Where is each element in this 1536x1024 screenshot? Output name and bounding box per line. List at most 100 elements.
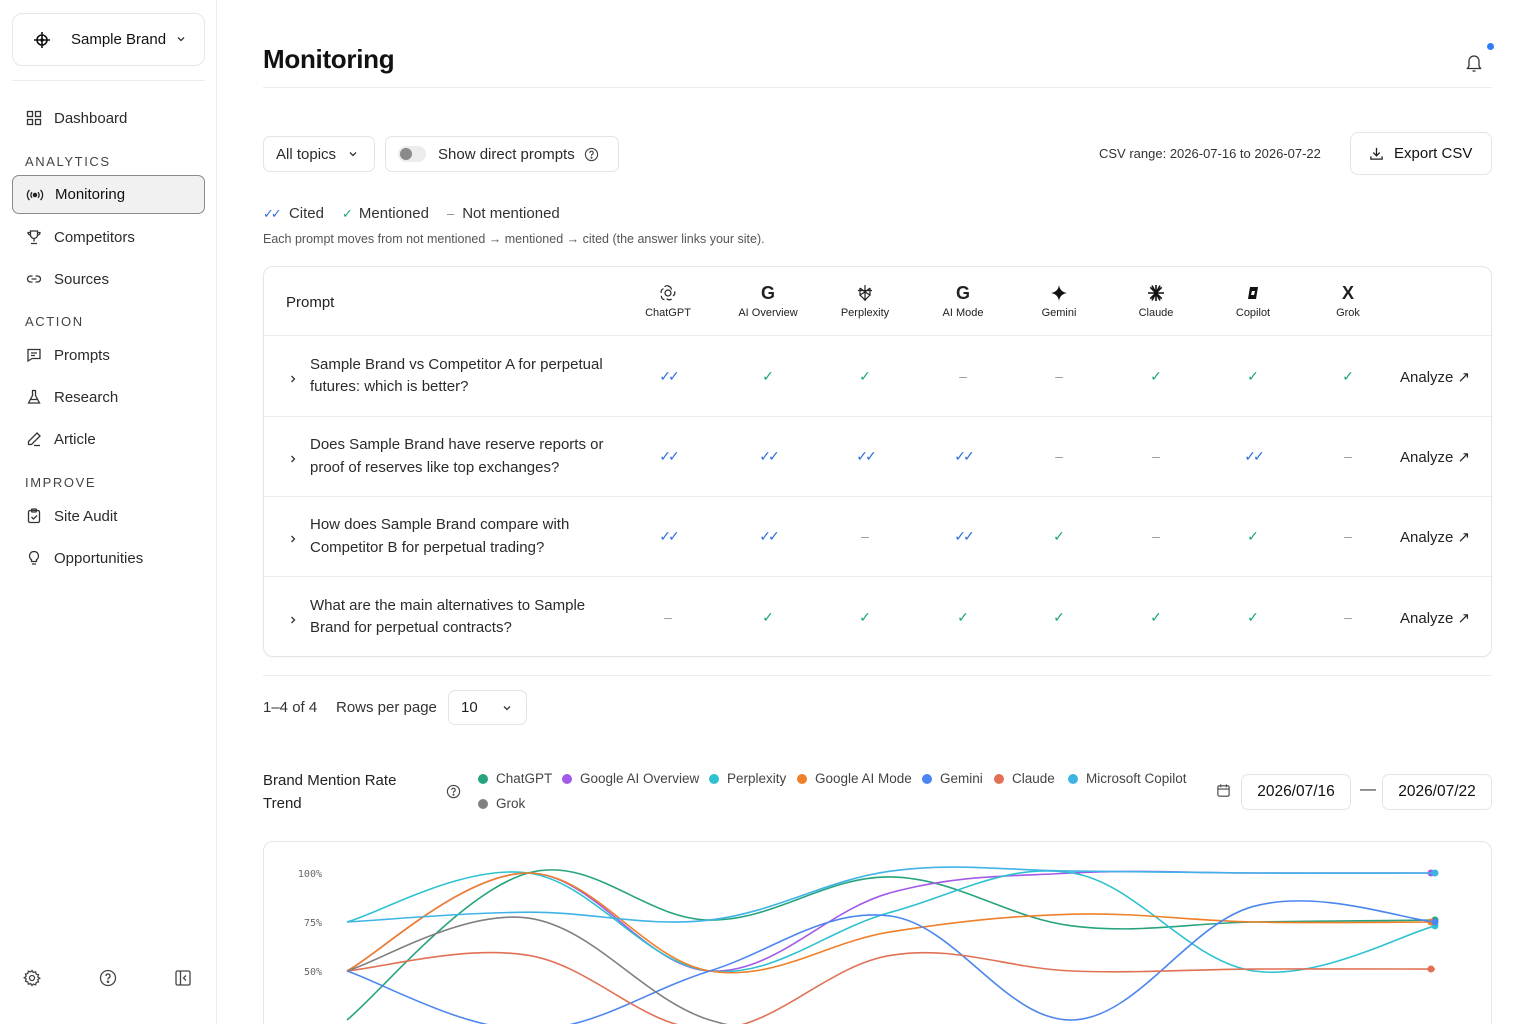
crosshair-logo-icon bbox=[33, 31, 51, 49]
chevron-right-icon[interactable] bbox=[286, 372, 300, 386]
column-label: Gemini bbox=[1041, 307, 1077, 319]
date-to-input[interactable]: 2026/07/22 bbox=[1382, 774, 1492, 810]
series-line[interactable] bbox=[346, 866, 1436, 923]
table-row[interactable]: Sample Brand vs Competitor A for perpetu… bbox=[264, 336, 1491, 417]
export-csv-button[interactable]: Export CSV bbox=[1350, 132, 1492, 175]
analyze-link[interactable]: Analyze ↗ bbox=[1400, 368, 1471, 386]
legend-item[interactable]: Gemini bbox=[922, 771, 983, 786]
google-g-icon: G bbox=[955, 282, 970, 303]
series-line[interactable] bbox=[346, 951, 1436, 1024]
legend-mentioned: ✓ Mentioned bbox=[342, 205, 429, 222]
y-tick-label: 100% bbox=[298, 869, 322, 880]
legend-item[interactable]: Google AI Overview bbox=[562, 771, 699, 786]
toggle-switch[interactable] bbox=[398, 146, 426, 162]
help-circle-icon[interactable] bbox=[98, 968, 118, 988]
export-csv-label: Export CSV bbox=[1394, 145, 1473, 162]
column-label: Grok bbox=[1336, 307, 1360, 319]
trend-chart: 100% 75% 50% bbox=[263, 841, 1492, 1024]
series-line[interactable] bbox=[346, 916, 1435, 1024]
analyze-link[interactable]: Analyze ↗ bbox=[1400, 529, 1471, 546]
check-icon: ✓ bbox=[342, 205, 353, 221]
sidebar-item-competitors[interactable]: Competitors bbox=[12, 218, 205, 256]
chart-title-line2: Trend bbox=[263, 794, 302, 812]
legend-item[interactable]: ChatGPT bbox=[478, 771, 552, 786]
table-row[interactable]: What are the main alternatives to Sample… bbox=[264, 577, 1491, 656]
legend-swatch bbox=[1068, 773, 1078, 784]
chevron-right-icon[interactable] bbox=[286, 532, 300, 546]
sidebar-item-monitoring[interactable]: Monitoring bbox=[12, 175, 205, 214]
topics-select[interactable]: All topics bbox=[263, 136, 375, 172]
status-mentioned: ✓ bbox=[859, 608, 871, 625]
sidebar-item-dashboard[interactable]: Dashboard bbox=[12, 99, 205, 137]
status-none: – bbox=[1055, 448, 1063, 464]
calendar-icon bbox=[1216, 783, 1232, 799]
legend-mentioned-label: Mentioned bbox=[358, 205, 429, 222]
status-cited: ✓✓ bbox=[954, 528, 974, 544]
legend-item[interactable]: Microsoft Copilot bbox=[1068, 771, 1187, 786]
bell-icon[interactable] bbox=[1465, 53, 1485, 73]
collapse-sidebar-icon[interactable] bbox=[173, 968, 193, 988]
legend-swatch bbox=[994, 773, 1004, 784]
series-line[interactable] bbox=[346, 900, 1436, 1024]
sidebar-item-site-audit[interactable]: Site Audit bbox=[12, 497, 205, 535]
chart-title-line1: Brand Mention Rate bbox=[263, 772, 397, 789]
analyze-link[interactable]: Analyze ↗ bbox=[1400, 609, 1471, 627]
chevron-right-icon[interactable] bbox=[286, 452, 300, 466]
brand-name: Sample Brand bbox=[71, 31, 167, 48]
dash-icon: – bbox=[446, 206, 455, 221]
help-circle-icon[interactable] bbox=[584, 147, 599, 162]
legend-not-mentioned: – Not mentioned bbox=[447, 205, 560, 222]
pen-icon bbox=[25, 430, 43, 448]
sidebar-item-research[interactable]: Research bbox=[12, 378, 205, 416]
column-claude: Claude bbox=[1106, 283, 1206, 319]
sidebar-item-prompts[interactable]: Prompts bbox=[12, 336, 205, 374]
status-mentioned: ✓ bbox=[957, 608, 969, 625]
sidebar-item-sources[interactable]: Sources bbox=[12, 260, 205, 298]
notification-badge bbox=[1487, 43, 1494, 50]
legend-label: Claude bbox=[1012, 771, 1055, 786]
chevron-right-icon[interactable] bbox=[286, 613, 300, 627]
date-from-input[interactable]: 2026/07/16 bbox=[1241, 774, 1351, 810]
sidebar-item-article[interactable]: Article bbox=[12, 420, 205, 458]
column-ai-mode: G AI Mode bbox=[913, 282, 1013, 320]
status-cited: ✓✓ bbox=[759, 528, 779, 544]
clipboard-check-icon bbox=[25, 507, 43, 525]
status-cited: ✓✓ bbox=[659, 367, 679, 384]
status-none: – bbox=[959, 367, 967, 384]
lightbulb-icon bbox=[25, 549, 43, 567]
status-mentioned: ✓ bbox=[762, 608, 774, 625]
prompt-text: How does Sample Brand compare with Compe… bbox=[310, 516, 570, 556]
brand-switcher[interactable]: Sample Brand bbox=[12, 13, 205, 66]
series-line[interactable] bbox=[346, 872, 1436, 974]
table-row[interactable]: Does Sample Brand have reserve reports o… bbox=[264, 417, 1491, 497]
legend-item[interactable]: Google AI Mode bbox=[797, 771, 912, 786]
table-row[interactable]: How does Sample Brand compare with Compe… bbox=[264, 497, 1491, 577]
legend-item[interactable]: Perplexity bbox=[709, 771, 786, 786]
sidebar-item-opportunities[interactable]: Opportunities bbox=[12, 539, 205, 577]
chevron-down-icon bbox=[348, 149, 358, 159]
status-none: – bbox=[1344, 608, 1352, 625]
status-mentioned: ✓ bbox=[1150, 367, 1162, 384]
gemini-sparkle-icon bbox=[1009, 283, 1109, 303]
direct-prompts-toggle[interactable]: Show direct prompts bbox=[385, 136, 619, 172]
pagination-divider bbox=[263, 675, 1492, 676]
analyze-link[interactable]: Analyze ↗ bbox=[1400, 449, 1471, 466]
legend-label: Google AI Mode bbox=[815, 771, 912, 786]
copilot-icon bbox=[1203, 283, 1303, 303]
settings-gear-icon[interactable] bbox=[22, 968, 42, 988]
series-endpoint[interactable] bbox=[1427, 965, 1435, 973]
rows-per-page-value: 10 bbox=[461, 699, 478, 716]
legend-item[interactable]: Grok bbox=[478, 796, 525, 811]
series-endpoint[interactable] bbox=[1431, 918, 1439, 926]
status-mentioned: ✓ bbox=[1053, 608, 1065, 625]
series-endpoint[interactable] bbox=[1431, 869, 1439, 877]
legend-item[interactable]: Claude bbox=[994, 771, 1055, 786]
legend-swatch bbox=[478, 798, 488, 809]
status-mentioned: ✓ bbox=[1247, 367, 1259, 384]
help-circle-icon[interactable] bbox=[446, 784, 461, 799]
rows-per-page-select[interactable]: 10 bbox=[448, 690, 527, 725]
sidebar-item-label: Site Audit bbox=[54, 507, 118, 525]
status-cited: ✓✓ bbox=[659, 528, 679, 544]
section-label-improve: IMPROVE bbox=[25, 475, 97, 490]
column-label: ChatGPT bbox=[645, 307, 691, 319]
